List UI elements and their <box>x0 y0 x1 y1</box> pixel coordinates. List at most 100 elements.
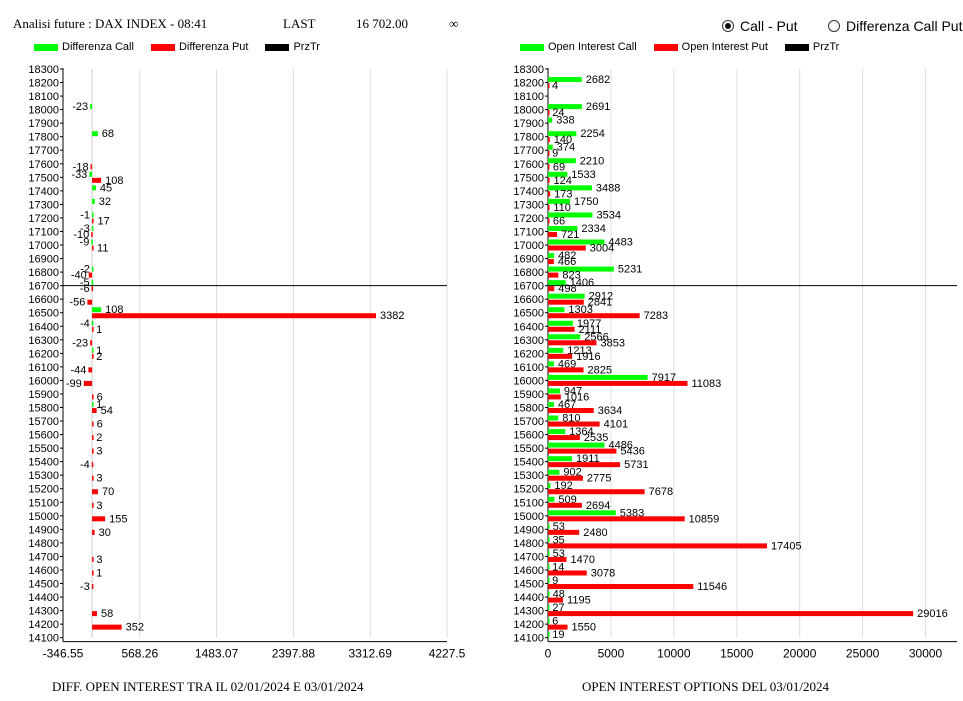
y-tick-label: 17000 <box>513 240 544 252</box>
y-tick-label: 14700 <box>28 551 59 563</box>
last-label: LAST <box>283 16 316 31</box>
y-tick-label: 15400 <box>513 457 544 469</box>
left-chart-caption: DIFF. OPEN INTEREST TRA IL 02/01/2024 E … <box>52 679 364 694</box>
bar-value-label: 2825 <box>588 364 612 376</box>
y-tick-label: 16700 <box>28 281 59 293</box>
legend-right: Open Interest Call Open Interest Put Prz… <box>520 41 856 53</box>
legend-item-prztr: PrzTr <box>784 41 840 53</box>
legend-label: PrzTr <box>812 41 840 53</box>
call-bar <box>91 225 94 231</box>
bar-value-label: -44 <box>70 364 86 376</box>
y-tick-label: 16800 <box>513 267 544 279</box>
put-bar <box>548 462 621 468</box>
call-bar <box>548 131 577 137</box>
y-tick-label: 16500 <box>28 308 59 320</box>
bar-value-label: 1016 <box>565 391 589 403</box>
call-bar <box>92 402 94 407</box>
call-bar <box>548 429 566 435</box>
y-tick-label: 17700 <box>28 145 59 157</box>
bar-value-label: -99 <box>66 378 82 390</box>
legend-label: Differenza Call <box>62 41 134 53</box>
bar-value-label: 466 <box>558 256 576 268</box>
bar-value-label: 140 <box>554 134 572 146</box>
bar-value-label: -4 <box>80 459 90 471</box>
radio-unselected-icon[interactable] <box>828 20 840 32</box>
bar-value-label: 68 <box>102 128 114 140</box>
x-tick-label: 20000 <box>783 647 817 661</box>
x-tick-label: 5000 <box>598 647 625 661</box>
call-bar <box>548 510 616 516</box>
radio-differenza-call-put[interactable]: Differenza Call Put <box>828 18 962 34</box>
bar-value-label: 1533 <box>571 169 595 181</box>
legend-swatch-call <box>520 43 544 51</box>
y-tick-label: 17700 <box>513 145 544 157</box>
put-bar <box>548 245 586 251</box>
bar-value-label: 124 <box>554 175 572 187</box>
bar-value-label: 4 <box>552 80 558 92</box>
call-bar <box>548 591 550 597</box>
put-bar <box>548 299 584 305</box>
y-tick-label: 18100 <box>28 91 59 103</box>
y-tick-label: 15100 <box>513 497 544 509</box>
y-tick-label: 17500 <box>28 172 59 184</box>
legend-label: Open Interest Call <box>548 41 637 53</box>
legend-swatch-prztr <box>265 43 290 51</box>
bar-value-label: 2111 <box>579 324 602 336</box>
y-tick-label: 15000 <box>513 511 544 523</box>
bar-value-label: 1 <box>96 399 102 411</box>
y-tick-label: 16200 <box>513 348 544 360</box>
y-tick-label: 14300 <box>28 606 59 618</box>
put-bar <box>92 245 94 251</box>
legend-swatch-put <box>653 43 678 51</box>
y-tick-label: 14200 <box>513 619 544 631</box>
bar-value-label: 58 <box>101 608 113 620</box>
y-tick-label: 15900 <box>28 389 59 401</box>
bar-value-label: 54 <box>101 405 113 417</box>
bar-value-label: 19 <box>552 629 564 641</box>
bar-value-label: 17405 <box>771 540 802 552</box>
x-tick-label: 0 <box>545 647 552 661</box>
call-bar <box>92 307 102 313</box>
y-tick-label: 17100 <box>28 226 59 238</box>
call-bar <box>92 347 94 353</box>
y-tick-label: 18000 <box>28 105 59 117</box>
put-bar <box>548 489 645 495</box>
radio-call-put-label: Call - Put <box>740 18 798 34</box>
bar-value-label: 1916 <box>576 351 600 363</box>
y-tick-label: 18000 <box>513 105 544 117</box>
y-tick-label: 15400 <box>28 457 59 469</box>
bar-value-label: 374 <box>557 142 575 154</box>
call-bar <box>91 266 94 272</box>
call-bar <box>548 550 550 556</box>
call-bar <box>548 185 592 191</box>
put-bar <box>548 448 617 454</box>
radio-selected-icon[interactable] <box>722 20 734 32</box>
y-tick-label: 17900 <box>513 118 544 130</box>
y-tick-label: 14800 <box>28 538 59 550</box>
call-bar <box>548 117 553 123</box>
legend-swatch-prztr <box>784 43 809 51</box>
bar-value-label: 9 <box>552 575 558 587</box>
y-tick-label: 16300 <box>28 335 59 347</box>
bar-value-label: 947 <box>564 385 582 397</box>
y-tick-label: 17800 <box>513 132 544 144</box>
y-tick-label: 14900 <box>28 524 59 536</box>
bar-value-label: 352 <box>126 622 144 634</box>
call-bar <box>548 198 571 204</box>
call-bar <box>548 537 550 543</box>
bar-value-label: -10 <box>73 229 89 241</box>
y-tick-label: 15300 <box>513 470 544 482</box>
radio-call-put[interactable]: Call - Put <box>722 18 798 34</box>
bar-value-label: 7678 <box>649 486 673 498</box>
bar-value-label: 3 <box>96 446 102 458</box>
bar-value-label: 5436 <box>620 446 644 458</box>
infinity-icon: ∞ <box>449 16 459 31</box>
put-bar <box>92 326 94 332</box>
call-bar <box>92 131 98 137</box>
call-bar <box>548 523 550 529</box>
legend-swatch-call <box>34 43 58 51</box>
y-tick-label: 14700 <box>513 551 544 563</box>
bar-value-label: -9 <box>80 237 90 249</box>
y-tick-label: 15200 <box>28 484 59 496</box>
bar-value-label: 1195 <box>567 595 591 607</box>
